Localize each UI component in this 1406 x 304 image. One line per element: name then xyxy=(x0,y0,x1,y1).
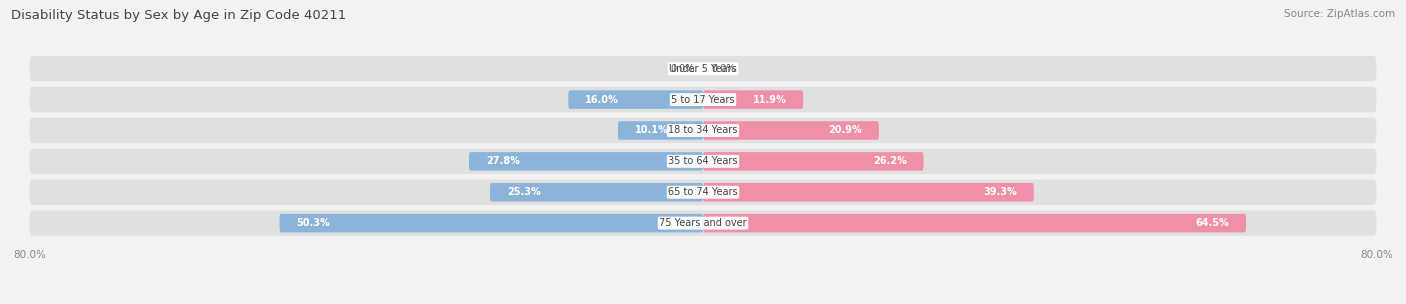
Legend: Male, Female: Male, Female xyxy=(645,300,761,304)
Text: 16.0%: 16.0% xyxy=(585,95,619,105)
FancyBboxPatch shape xyxy=(703,121,879,140)
FancyBboxPatch shape xyxy=(703,152,924,171)
Text: 27.8%: 27.8% xyxy=(486,156,520,166)
FancyBboxPatch shape xyxy=(30,56,1376,81)
FancyBboxPatch shape xyxy=(703,214,1246,232)
Text: 25.3%: 25.3% xyxy=(506,187,540,197)
Text: Under 5 Years: Under 5 Years xyxy=(669,64,737,74)
Text: Source: ZipAtlas.com: Source: ZipAtlas.com xyxy=(1284,9,1395,19)
FancyBboxPatch shape xyxy=(30,210,1376,236)
Text: 11.9%: 11.9% xyxy=(752,95,786,105)
Text: 50.3%: 50.3% xyxy=(297,218,330,228)
FancyBboxPatch shape xyxy=(703,183,1033,202)
Text: 35 to 64 Years: 35 to 64 Years xyxy=(668,156,738,166)
FancyBboxPatch shape xyxy=(568,90,703,109)
Text: 26.2%: 26.2% xyxy=(873,156,907,166)
Text: 10.1%: 10.1% xyxy=(636,126,669,136)
FancyBboxPatch shape xyxy=(619,121,703,140)
FancyBboxPatch shape xyxy=(30,87,1376,112)
Text: 0.0%: 0.0% xyxy=(711,64,735,74)
FancyBboxPatch shape xyxy=(30,149,1376,174)
FancyBboxPatch shape xyxy=(491,183,703,202)
FancyBboxPatch shape xyxy=(280,214,703,232)
Text: 18 to 34 Years: 18 to 34 Years xyxy=(668,126,738,136)
Text: 65 to 74 Years: 65 to 74 Years xyxy=(668,187,738,197)
FancyBboxPatch shape xyxy=(30,118,1376,143)
Text: 75 Years and over: 75 Years and over xyxy=(659,218,747,228)
Text: 64.5%: 64.5% xyxy=(1195,218,1229,228)
Text: Disability Status by Sex by Age in Zip Code 40211: Disability Status by Sex by Age in Zip C… xyxy=(11,9,346,22)
FancyBboxPatch shape xyxy=(30,180,1376,205)
FancyBboxPatch shape xyxy=(703,90,803,109)
Text: 20.9%: 20.9% xyxy=(828,126,862,136)
Text: 0.0%: 0.0% xyxy=(671,64,695,74)
Text: 39.3%: 39.3% xyxy=(983,187,1017,197)
Text: 5 to 17 Years: 5 to 17 Years xyxy=(671,95,735,105)
FancyBboxPatch shape xyxy=(470,152,703,171)
